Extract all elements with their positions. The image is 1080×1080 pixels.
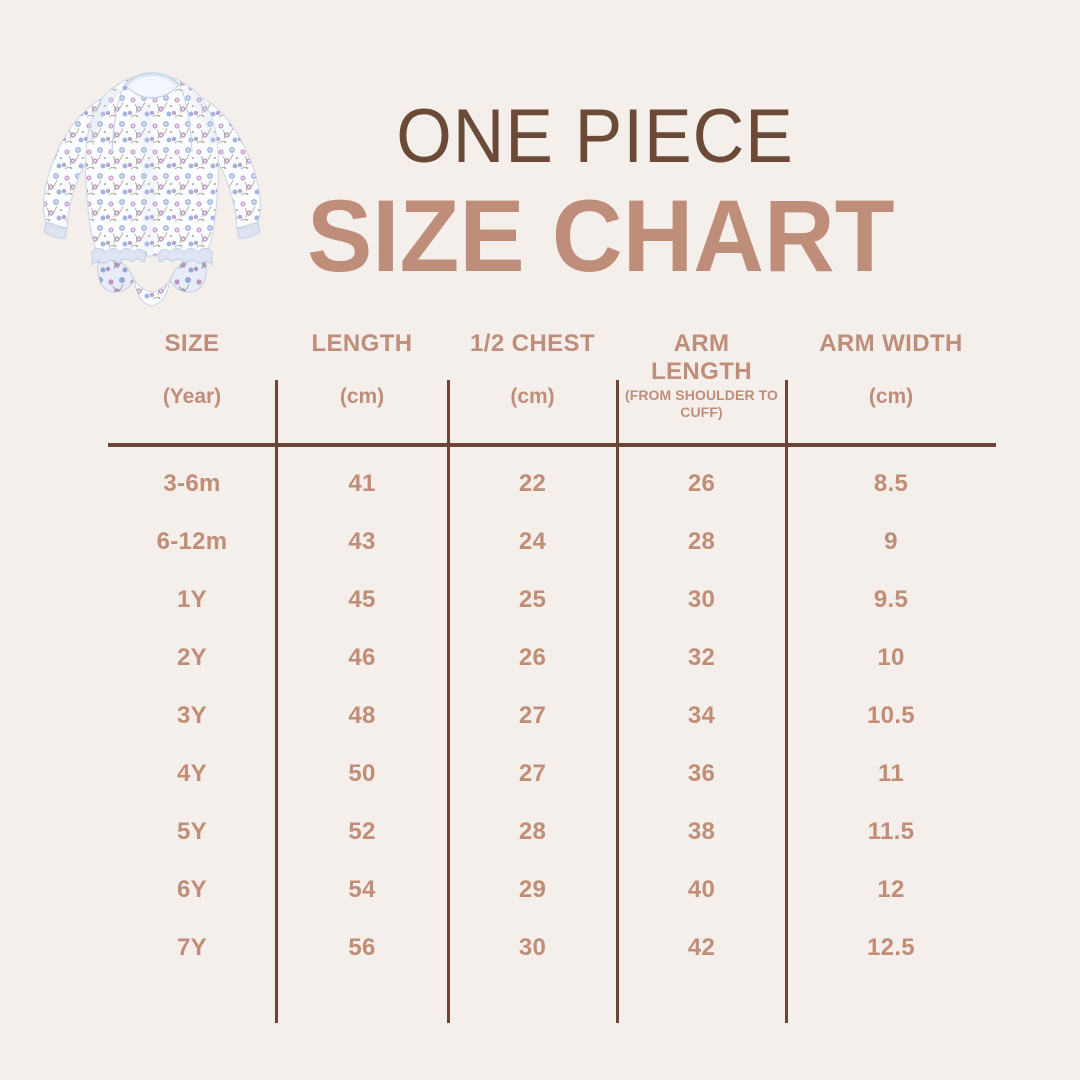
cell-measurement: 46 bbox=[348, 644, 376, 671]
cell-measurement: 9 bbox=[884, 528, 898, 555]
table-row: 4Y 50 27 36 11 bbox=[108, 745, 996, 803]
size-chart-table: SIZE (Year) LENGTH (cm) 1/2 CHEST (cm) A… bbox=[108, 322, 996, 1027]
cell-measurement: 56 bbox=[348, 934, 376, 961]
cell-size: 3-6m bbox=[163, 470, 221, 497]
table-header-rule bbox=[108, 443, 996, 447]
cell-measurement: 26 bbox=[518, 644, 547, 671]
column-header-half-chest-unit: (cm) bbox=[510, 385, 555, 408]
cell-measurement: 50 bbox=[348, 760, 376, 787]
column-header-arm-width-unit: (cm) bbox=[868, 385, 914, 408]
column-header-arm-width: ARM WIDTH (cm) bbox=[786, 322, 996, 443]
cell-measurement: 10.5 bbox=[867, 702, 915, 729]
column-header-arm-width-label: ARM WIDTH bbox=[819, 330, 963, 357]
cell-size: 5Y bbox=[177, 818, 207, 845]
cell-measurement: 32 bbox=[687, 644, 716, 671]
cell-size: 1Y bbox=[177, 586, 207, 613]
table-body: 3-6m 41 22 26 8.5 6-12m 43 24 28 9 1Y 45 25 30 9.5 2Y 46… bbox=[108, 455, 996, 977]
product-image-one-piece-swimsuit bbox=[18, 42, 286, 314]
column-header-arm-length-label: ARM LENGTH bbox=[650, 330, 753, 385]
cell-measurement: 27 bbox=[518, 760, 547, 787]
table-header-row: SIZE (Year) LENGTH (cm) 1/2 CHEST (cm) A… bbox=[108, 322, 996, 443]
table-row: 3-6m 41 22 26 8.5 bbox=[108, 455, 996, 513]
cell-measurement: 38 bbox=[687, 818, 716, 845]
cell-measurement: 42 bbox=[687, 934, 716, 961]
cell-measurement: 26 bbox=[687, 470, 716, 497]
cell-measurement: 52 bbox=[348, 818, 376, 845]
cell-measurement: 22 bbox=[518, 470, 547, 497]
table-row: 6-12m 43 24 28 9 bbox=[108, 513, 996, 571]
cell-measurement: 41 bbox=[348, 470, 376, 497]
cell-measurement: 25 bbox=[518, 586, 547, 613]
cell-size: 4Y bbox=[177, 760, 207, 787]
column-header-arm-length-note: (FROM SHOULDER TO CUFF) bbox=[624, 387, 779, 420]
cell-measurement: 40 bbox=[687, 876, 716, 903]
table-row: 5Y 52 28 38 11.5 bbox=[108, 803, 996, 861]
page-title-secondary: SIZE CHART bbox=[307, 179, 895, 293]
column-header-arm-length: ARM LENGTH (FROM SHOULDER TO CUFF) bbox=[617, 322, 786, 443]
cell-measurement: 12 bbox=[877, 876, 905, 903]
page-title-block: ONE PIECE SIZE CHART bbox=[250, 94, 1080, 293]
cell-measurement: 11.5 bbox=[867, 818, 915, 845]
table-row: 6Y 54 29 40 12 bbox=[108, 861, 996, 919]
cell-size: 3Y bbox=[177, 702, 207, 729]
cell-measurement: 9.5 bbox=[873, 586, 909, 613]
column-header-length-unit: (cm) bbox=[339, 385, 385, 408]
column-header-length: LENGTH (cm) bbox=[276, 322, 448, 443]
cell-size: 7Y bbox=[177, 934, 207, 961]
cell-measurement: 30 bbox=[518, 934, 547, 961]
page-title-primary: ONE PIECE bbox=[396, 94, 794, 179]
column-header-size-label: SIZE bbox=[164, 330, 220, 357]
cell-size: 6Y bbox=[177, 876, 207, 903]
cell-size: 2Y bbox=[177, 644, 207, 671]
cell-measurement: 54 bbox=[348, 876, 376, 903]
cell-measurement: 8.5 bbox=[873, 470, 909, 497]
cell-measurement: 29 bbox=[518, 876, 547, 903]
cell-measurement: 28 bbox=[518, 818, 547, 845]
cell-measurement: 27 bbox=[518, 702, 547, 729]
table-row: 7Y 56 30 42 12.5 bbox=[108, 919, 996, 977]
cell-measurement: 34 bbox=[687, 702, 716, 729]
cell-measurement: 12.5 bbox=[867, 934, 915, 961]
cell-measurement: 10 bbox=[877, 644, 905, 671]
table-row: 2Y 46 26 32 10 bbox=[108, 629, 996, 687]
cell-measurement: 36 bbox=[687, 760, 716, 787]
cell-measurement: 11 bbox=[878, 760, 904, 787]
cell-measurement: 48 bbox=[348, 702, 376, 729]
cell-measurement: 45 bbox=[348, 586, 376, 613]
cell-measurement: 28 bbox=[687, 528, 716, 555]
column-header-length-label: LENGTH bbox=[311, 330, 413, 357]
cell-measurement: 24 bbox=[518, 528, 547, 555]
column-header-size: SIZE (Year) bbox=[108, 322, 276, 443]
cell-measurement: 30 bbox=[687, 586, 716, 613]
table-row: 3Y 48 27 34 10.5 bbox=[108, 687, 996, 745]
column-header-half-chest: 1/2 CHEST (cm) bbox=[448, 322, 617, 443]
column-header-half-chest-label: 1/2 CHEST bbox=[470, 330, 595, 357]
table-row: 1Y 45 25 30 9.5 bbox=[108, 571, 996, 629]
column-header-size-unit: (Year) bbox=[162, 385, 222, 408]
cell-size: 6-12m bbox=[156, 528, 228, 555]
cell-measurement: 43 bbox=[348, 528, 376, 555]
